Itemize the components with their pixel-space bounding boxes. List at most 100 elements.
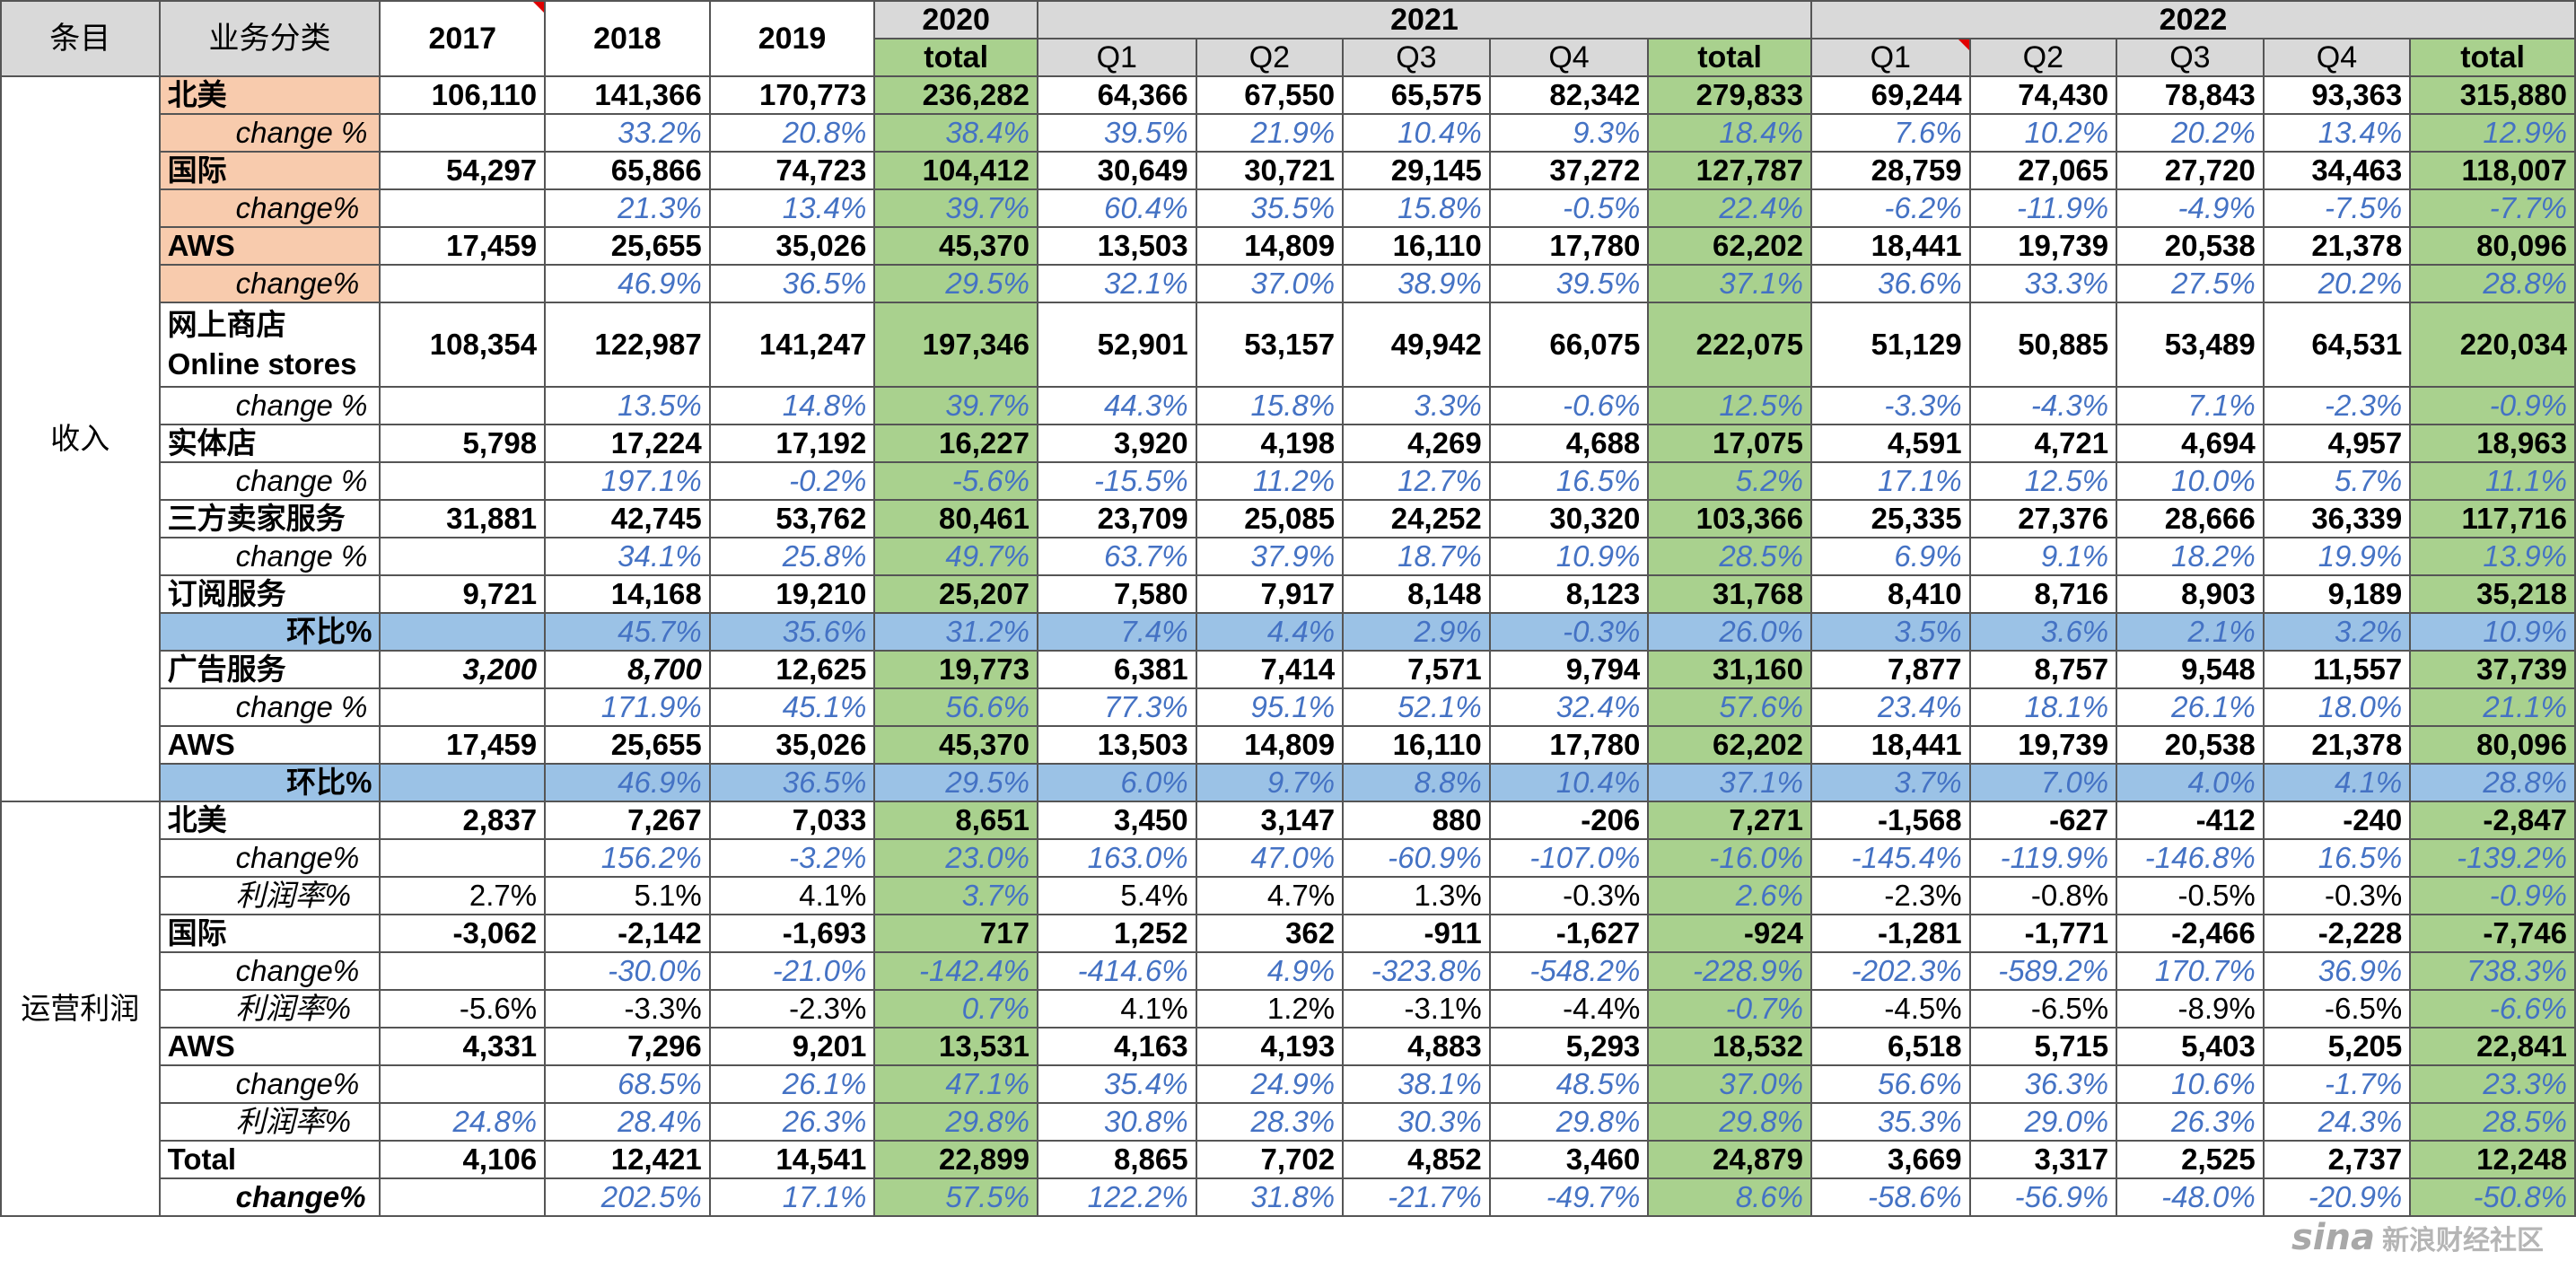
table-cell[interactable]: -240 — [2262, 801, 2412, 840]
table-cell[interactable]: 222,075 — [1647, 302, 1812, 388]
table-cell[interactable]: 21.3% — [544, 188, 711, 228]
group-label-revenue[interactable]: 收入 — [0, 75, 161, 802]
table-cell[interactable]: 7,414 — [1195, 650, 1345, 689]
table-cell[interactable]: -1,771 — [1968, 914, 2118, 953]
table-cell[interactable]: 35,026 — [708, 226, 876, 266]
table-cell[interactable] — [379, 461, 547, 501]
table-cell[interactable]: 37.1% — [1647, 763, 1812, 802]
table-cell[interactable]: 49,942 — [1342, 302, 1491, 388]
table-cell[interactable]: 68.5% — [544, 1064, 711, 1104]
table-cell[interactable]: -0.5% — [1488, 188, 1650, 228]
row-label[interactable]: change % — [158, 461, 381, 501]
table-cell[interactable]: 31,768 — [1647, 574, 1812, 614]
table-cell[interactable]: 50,885 — [1968, 302, 2118, 388]
table-cell[interactable]: 39.7% — [873, 386, 1038, 425]
table-cell[interactable]: 51,129 — [1809, 302, 1971, 388]
table-cell[interactable]: 2,737 — [2262, 1140, 2412, 1179]
table-cell[interactable]: 170,773 — [708, 75, 876, 115]
table-cell[interactable]: 23,709 — [1036, 499, 1197, 538]
table-cell[interactable]: 8,123 — [1488, 574, 1650, 614]
table-cell[interactable]: 53,157 — [1195, 302, 1345, 388]
header-2021-q3[interactable]: Q3 — [1342, 38, 1491, 77]
table-cell[interactable]: 2.9% — [1342, 612, 1491, 652]
table-cell[interactable]: 69,244 — [1809, 75, 1971, 115]
table-cell[interactable]: 35.6% — [708, 612, 876, 652]
header-2022[interactable]: 2022 — [1809, 0, 2576, 39]
table-cell[interactable]: 33.3% — [1968, 264, 2118, 303]
table-cell[interactable]: -3,062 — [379, 914, 547, 953]
table-cell[interactable]: -15.5% — [1036, 461, 1197, 501]
table-cell[interactable]: 31,881 — [379, 499, 547, 538]
table-cell[interactable]: 4,883 — [1342, 1027, 1491, 1066]
table-cell[interactable]: -2.3% — [708, 989, 876, 1029]
table-cell[interactable]: 15.8% — [1195, 386, 1345, 425]
table-cell[interactable]: -119.9% — [1968, 838, 2118, 878]
table-cell[interactable]: 12,248 — [2409, 1140, 2576, 1179]
table-cell[interactable]: 4.1% — [1036, 989, 1197, 1029]
table-cell[interactable]: 24.9% — [1195, 1064, 1345, 1104]
table-cell[interactable]: -589.2% — [1968, 951, 2118, 991]
table-cell[interactable]: 74,723 — [708, 151, 876, 190]
table-cell[interactable]: -0.5% — [2116, 876, 2265, 915]
table-cell[interactable]: 4,721 — [1968, 424, 2118, 463]
row-label[interactable]: change% — [158, 838, 381, 878]
table-cell[interactable]: 18.4% — [1647, 113, 1812, 153]
table-cell[interactable]: 122.2% — [1036, 1177, 1197, 1217]
table-cell[interactable]: 141,247 — [708, 302, 876, 388]
table-cell[interactable]: -0.8% — [1968, 876, 2118, 915]
table-cell[interactable]: -2,847 — [2409, 801, 2576, 840]
table-cell[interactable]: 29.8% — [1488, 1102, 1650, 1142]
table-cell[interactable]: -56.9% — [1968, 1177, 2118, 1217]
table-cell[interactable]: -21.7% — [1342, 1177, 1491, 1217]
header-2022-q1[interactable]: Q1 — [1809, 38, 1971, 77]
table-cell[interactable]: -548.2% — [1488, 951, 1650, 991]
table-cell[interactable]: 5,798 — [379, 424, 547, 463]
row-label[interactable]: change% — [158, 1064, 381, 1104]
table-cell[interactable]: 60.4% — [1036, 188, 1197, 228]
table-cell[interactable]: 24.8% — [379, 1102, 547, 1142]
table-cell[interactable]: 38.9% — [1342, 264, 1491, 303]
table-cell[interactable]: 16,110 — [1342, 226, 1491, 266]
table-cell[interactable]: -627 — [1968, 801, 2118, 840]
table-cell[interactable]: -0.3% — [2262, 876, 2412, 915]
table-cell[interactable]: 8.6% — [1647, 1177, 1812, 1217]
table-cell[interactable]: 64,366 — [1036, 75, 1197, 115]
table-cell[interactable]: 25,655 — [544, 226, 711, 266]
table-cell[interactable]: 67,550 — [1195, 75, 1345, 115]
table-cell[interactable]: 18.0% — [2262, 687, 2412, 727]
table-cell[interactable]: 3,920 — [1036, 424, 1197, 463]
table-cell[interactable]: 12.7% — [1342, 461, 1491, 501]
table-cell[interactable]: 25.8% — [708, 537, 876, 576]
table-cell[interactable]: 28.3% — [1195, 1102, 1345, 1142]
table-cell[interactable]: -6.5% — [1968, 989, 2118, 1029]
table-cell[interactable]: 24,252 — [1342, 499, 1491, 538]
table-cell[interactable] — [379, 386, 547, 425]
row-label[interactable]: 利润率% — [158, 876, 381, 915]
table-cell[interactable]: 5,205 — [2262, 1027, 2412, 1066]
table-cell[interactable]: 37,272 — [1488, 151, 1650, 190]
table-cell[interactable]: 22,841 — [2409, 1027, 2576, 1066]
table-cell[interactable]: 30,721 — [1195, 151, 1345, 190]
table-cell[interactable]: 23.3% — [2409, 1064, 2576, 1104]
table-cell[interactable]: 103,366 — [1647, 499, 1812, 538]
table-cell[interactable]: -2.3% — [2262, 386, 2412, 425]
table-cell[interactable]: 19,210 — [708, 574, 876, 614]
table-cell[interactable]: 9,548 — [2116, 650, 2265, 689]
table-cell[interactable]: 3.5% — [1809, 612, 1971, 652]
table-cell[interactable]: -5.6% — [873, 461, 1038, 501]
table-cell[interactable]: 13,503 — [1036, 725, 1197, 765]
row-label[interactable]: 三方卖家服务 — [158, 499, 381, 538]
table-cell[interactable]: -206 — [1488, 801, 1650, 840]
table-cell[interactable]: -414.6% — [1036, 951, 1197, 991]
table-cell[interactable]: -7,746 — [2409, 914, 2576, 953]
table-cell[interactable]: 220,034 — [2409, 302, 2576, 388]
header-2021-q4[interactable]: Q4 — [1488, 38, 1650, 77]
table-cell[interactable]: 80,096 — [2409, 725, 2576, 765]
table-cell[interactable]: 118,007 — [2409, 151, 2576, 190]
table-cell[interactable]: -0.3% — [1488, 612, 1650, 652]
table-cell[interactable]: 45,370 — [873, 226, 1038, 266]
table-cell[interactable]: 2.6% — [1647, 876, 1812, 915]
table-cell[interactable]: 46.9% — [544, 264, 711, 303]
table-cell[interactable]: 9.1% — [1968, 537, 2118, 576]
table-cell[interactable]: 30.8% — [1036, 1102, 1197, 1142]
